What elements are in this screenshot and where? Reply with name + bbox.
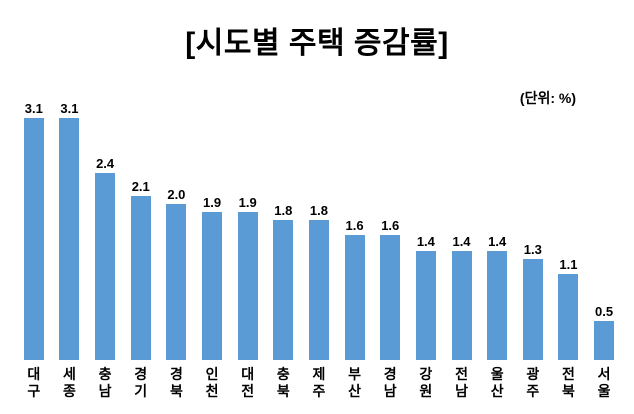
bar-value-label: 2.0: [167, 187, 186, 202]
plot-area: 3.1 대 구 3.1 세 종 2.4 충 남 2.1 경 기 2.0 경 북 1.9 인 천 1.9 대 전 1.8 충 북…: [16, 80, 622, 408]
bar-column: 1.4 전 남: [444, 80, 480, 408]
bar-value-label: 1.1: [559, 257, 578, 272]
bar: [202, 212, 223, 360]
bar-column: 1.6 부 산: [337, 80, 373, 408]
bar-value-label: 1.3: [523, 242, 542, 257]
bar: [59, 118, 80, 360]
bar: [451, 251, 472, 360]
bar-column: 3.1 대 구: [16, 80, 52, 408]
unit-label: (단위: %): [519, 90, 576, 106]
bar-value-label: 1.9: [238, 195, 257, 210]
bar-column: 1.6 경 남: [372, 80, 408, 408]
bar-value-label: 3.1: [24, 101, 43, 116]
bar-value-label: 2.4: [96, 156, 115, 171]
bar: [237, 212, 258, 360]
bar: [166, 204, 187, 360]
bar-value-label: 1.4: [416, 234, 435, 249]
chart-title: [시도별 주택 증감률]: [185, 27, 449, 60]
bar-column: 1.4 강 원: [408, 80, 444, 408]
bar-column: 1.9 인 천: [194, 80, 230, 408]
bar-value-label: 1.8: [309, 203, 328, 218]
bar-column: 1.4 울 산: [479, 80, 515, 408]
bar-value-label: 0.5: [595, 304, 614, 319]
bar-column: 2.0 경 북: [159, 80, 195, 408]
bar: [344, 235, 365, 360]
bar-value-label: 3.1: [60, 101, 79, 116]
bar-column: 0.5 서 울: [586, 80, 622, 408]
bar-column: 3.1 세 종: [52, 80, 88, 408]
bar: [415, 251, 436, 360]
bar: [487, 251, 508, 360]
bar-column: 1.3 광 주: [515, 80, 551, 408]
bar-value-label: 2.1: [131, 179, 150, 194]
bar: [23, 118, 44, 360]
bar-value-label: 1.6: [381, 218, 400, 233]
bar-value-label: 1.9: [202, 195, 222, 210]
bar: [130, 196, 151, 360]
bar: [380, 235, 401, 360]
bar: [273, 220, 294, 360]
bar-column: 1.1 전 북: [551, 80, 587, 408]
bar: [522, 259, 543, 360]
bar-column: 1.8 제 주: [301, 80, 337, 408]
bar-column: 2.1 경 기: [123, 80, 159, 408]
bar-value-label: 1.4: [452, 234, 471, 249]
bar: [308, 220, 329, 360]
bar: [558, 274, 579, 360]
bar-column: 2.4 충 남: [87, 80, 123, 408]
bar-column: 1.9 대 전: [230, 80, 266, 408]
bar-value-label: 1.4: [488, 234, 507, 249]
bar-value-label: 1.6: [345, 218, 364, 233]
bar-value-label: 1.8: [274, 203, 293, 218]
bar: [594, 321, 615, 360]
bar: [95, 173, 116, 360]
bar-column: 1.8 충 북: [265, 80, 301, 408]
